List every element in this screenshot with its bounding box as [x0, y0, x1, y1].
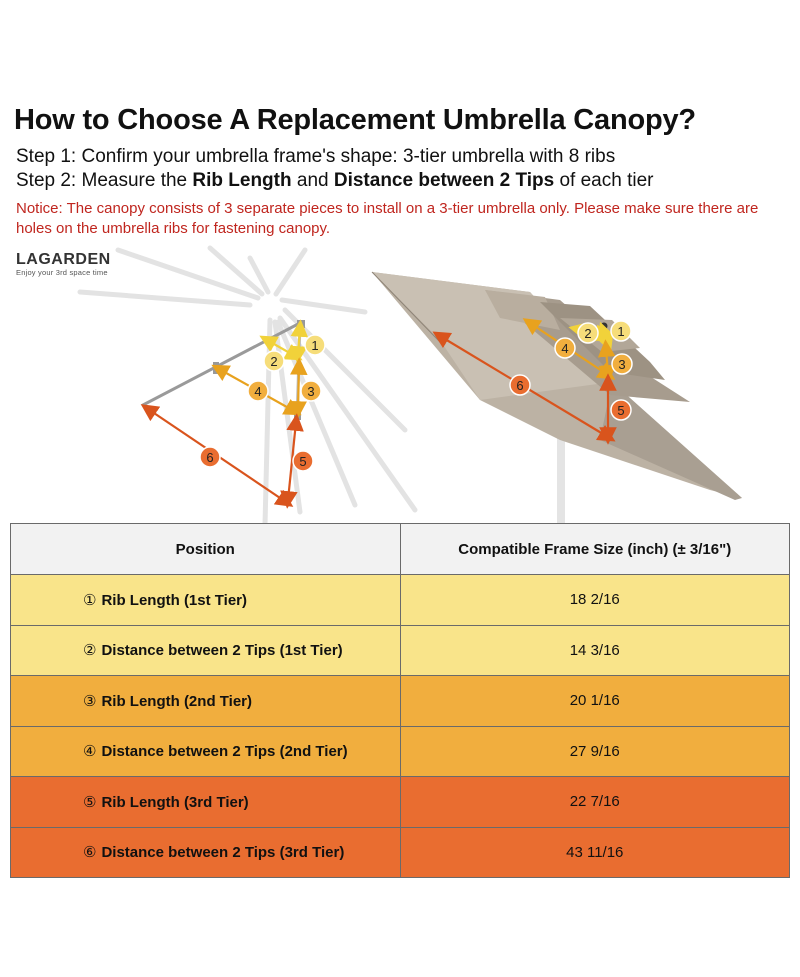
- frame-marker-4: 4: [247, 380, 269, 402]
- position-label: Distance between 2 Tips (3rd Tier): [101, 844, 345, 862]
- position-cell: ④ Distance between 2 Tips (2nd Tier): [10, 725, 401, 777]
- canopy-marker-4: 4: [554, 337, 576, 359]
- row-number: ⑤: [83, 793, 97, 811]
- canopy-markers: 1 2 3 4 5 6: [509, 320, 633, 421]
- svg-text:1: 1: [617, 324, 624, 339]
- position-cell: ① Rib Length (1st Tier): [10, 574, 401, 626]
- canopy-marker-1: 1: [610, 320, 632, 342]
- position-cell: ② Distance between 2 Tips (1st Tier): [10, 624, 401, 676]
- umbrella-illustration: 1 2 3 4 5 6 1 2 3 4 5 6: [77, 245, 742, 525]
- step-1-text: Step 1: Confirm your umbrella frame's sh…: [16, 146, 616, 167]
- size-table: Position Compatible Frame Size (inch) (±…: [10, 523, 790, 878]
- position-label: Distance between 2 Tips (1st Tier): [101, 642, 343, 660]
- header-frame-size: Compatible Frame Size (inch) (± 3/16"): [399, 523, 790, 575]
- row-number: ⑥: [83, 844, 97, 862]
- size-cell: 20 1/16: [399, 675, 790, 727]
- frame-marker-3: 3: [300, 380, 322, 402]
- frame-markers: 1 2 3 4 5 6: [199, 334, 326, 472]
- table-row: ④ Distance between 2 Tips (2nd Tier) 27 9…: [10, 725, 790, 777]
- step-2-text: Step 2: Measure the Rib Length and Dista…: [16, 170, 653, 192]
- svg-text:6: 6: [516, 378, 523, 393]
- step-2-distance: Distance between 2 Tips: [333, 170, 555, 191]
- step-2-suffix: of each tier: [554, 170, 654, 191]
- svg-text:1: 1: [311, 338, 318, 353]
- table-row: ⑤ Rib Length (3rd Tier) 22 7/16: [10, 776, 790, 828]
- row-number: ③: [83, 692, 97, 710]
- brand-logo: LAGARDEN Enjoy your 3rd space time: [16, 251, 111, 278]
- position-label: Rib Length (1st Tier): [101, 591, 248, 609]
- umbrella-canopy-photo: [371, 271, 742, 525]
- frame-marker-6: 6: [199, 446, 221, 468]
- canopy-marker-2: 2: [577, 322, 599, 344]
- frame-marker-1: 1: [304, 334, 326, 356]
- svg-text:2: 2: [584, 326, 591, 341]
- size-cell: 22 7/16: [399, 776, 790, 828]
- header-position: Position: [10, 523, 401, 575]
- svg-text:4: 4: [254, 384, 261, 399]
- table-row: ⑥ Distance between 2 Tips (3rd Tier) 43 1…: [10, 826, 790, 878]
- step-2-prefix: Step 2: Measure the: [16, 170, 193, 191]
- canopy-marker-6: 6: [509, 374, 531, 396]
- table-row: ② Distance between 2 Tips (1st Tier) 14 3…: [10, 624, 790, 676]
- step-2-rib-length: Rib Length: [192, 170, 292, 191]
- brand-tagline: Enjoy your 3rd space time: [16, 268, 108, 277]
- position-label: Rib Length (2nd Tier): [101, 692, 253, 710]
- svg-text:4: 4: [561, 341, 568, 356]
- row-number: ②: [83, 642, 97, 660]
- page-title: How to Choose A Replacement Umbrella Can…: [14, 104, 696, 136]
- position-label: Rib Length (3rd Tier): [101, 793, 249, 811]
- svg-text:3: 3: [618, 357, 625, 372]
- umbrella-frame-diagram: [77, 245, 418, 525]
- size-cell: 18 2/16: [399, 574, 790, 626]
- position-cell: ③ Rib Length (2nd Tier): [10, 675, 401, 727]
- row-number: ①: [83, 591, 97, 609]
- svg-text:3: 3: [307, 384, 314, 399]
- svg-text:2: 2: [270, 354, 277, 369]
- step-2-and: and: [291, 170, 334, 191]
- table-row: ③ Rib Length (2nd Tier) 20 1/16: [10, 675, 790, 727]
- table-row: ① Rib Length (1st Tier) 18 2/16: [10, 574, 790, 626]
- frame-marker-2: 2: [263, 350, 285, 372]
- position-cell: ⑥ Distance between 2 Tips (3rd Tier): [10, 826, 401, 878]
- notice-text: Notice: The canopy consists of 3 separat…: [16, 200, 759, 237]
- frame-marker-5: 5: [292, 450, 314, 472]
- position-label: Distance between 2 Tips (2nd Tier): [101, 743, 348, 761]
- row-number: ④: [83, 743, 97, 761]
- size-cell: 14 3/16: [399, 624, 790, 676]
- svg-text:6: 6: [206, 450, 213, 465]
- size-cell: 27 9/16: [399, 725, 790, 777]
- canopy-marker-3: 3: [611, 353, 633, 375]
- svg-text:5: 5: [617, 403, 624, 418]
- canopy-marker-5: 5: [610, 399, 632, 421]
- size-cell: 43 11/16: [399, 826, 790, 878]
- brand-name: LAGARDEN: [16, 251, 111, 268]
- table-header-row: Position Compatible Frame Size (inch) (±…: [10, 523, 790, 575]
- svg-text:5: 5: [299, 454, 306, 469]
- position-cell: ⑤ Rib Length (3rd Tier): [10, 776, 401, 828]
